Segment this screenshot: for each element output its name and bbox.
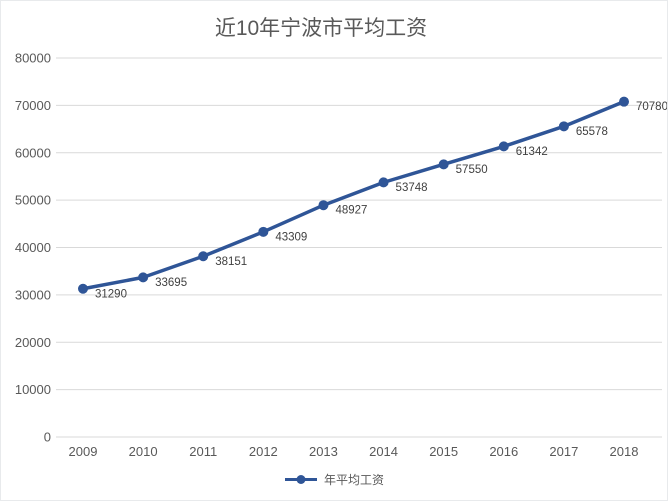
chart-title: 近10年宁波市平均工资 — [214, 17, 428, 40]
x-axis-tick-label: 2017 — [549, 444, 578, 459]
y-axis-tick-label: 70000 — [15, 98, 51, 113]
x-axis-tick-label: 2011 — [189, 444, 217, 459]
x-axis-tick-label: 2018 — [610, 444, 639, 459]
x-axis-tick-label: 2010 — [129, 444, 158, 459]
data-label: 33695 — [155, 277, 187, 289]
y-axis-tick-label: 20000 — [15, 335, 51, 350]
y-axis-tick-label: 10000 — [15, 382, 51, 397]
y-axis-tick-label: 40000 — [15, 240, 51, 255]
data-point-marker — [78, 283, 88, 294]
data-point-marker — [318, 200, 329, 211]
data-point-marker — [198, 251, 209, 262]
x-axis-tick-label: 2014 — [369, 444, 398, 459]
x-axis-tick-label: 2013 — [309, 444, 338, 459]
data-point-marker — [619, 96, 629, 107]
legend: 年平均工资 — [1, 471, 667, 488]
data-label: 38151 — [215, 256, 247, 268]
data-point-marker — [558, 121, 569, 132]
y-axis-tick-label: 80000 — [15, 51, 51, 66]
data-point-marker — [438, 159, 449, 170]
data-label: 65578 — [576, 126, 608, 138]
data-label: 61342 — [516, 146, 548, 158]
y-axis-tick-label: 30000 — [15, 287, 51, 302]
y-axis-tick-label: 60000 — [15, 145, 51, 160]
x-axis-tick-label: 2015 — [429, 444, 458, 459]
data-label: 53748 — [396, 182, 428, 194]
y-axis-tick-label: 50000 — [15, 193, 51, 208]
data-label: 48927 — [335, 205, 367, 217]
y-axis-tick-label: 0 — [44, 430, 51, 445]
data-point-marker — [138, 272, 149, 283]
x-axis-tick-label: 2012 — [249, 444, 278, 459]
data-label: 31290 — [95, 288, 127, 300]
data-label: 70780 — [636, 101, 667, 113]
data-point-marker — [498, 141, 509, 152]
series-line — [81, 99, 626, 291]
data-point-marker — [258, 226, 269, 237]
data-label: 43309 — [275, 231, 307, 243]
legend-label: 年平均工资 — [323, 473, 384, 487]
legend-line-marker-icon — [284, 475, 317, 484]
x-axis-tick-label: 2016 — [489, 444, 518, 459]
line-plot-area: 0 10000 20000 30000 40000 50000 60000 70000 8000… — [15, 51, 667, 460]
x-axis-tick-label: 2009 — [69, 444, 98, 459]
data-label: 57550 — [456, 164, 488, 176]
data-point-marker — [378, 177, 389, 188]
